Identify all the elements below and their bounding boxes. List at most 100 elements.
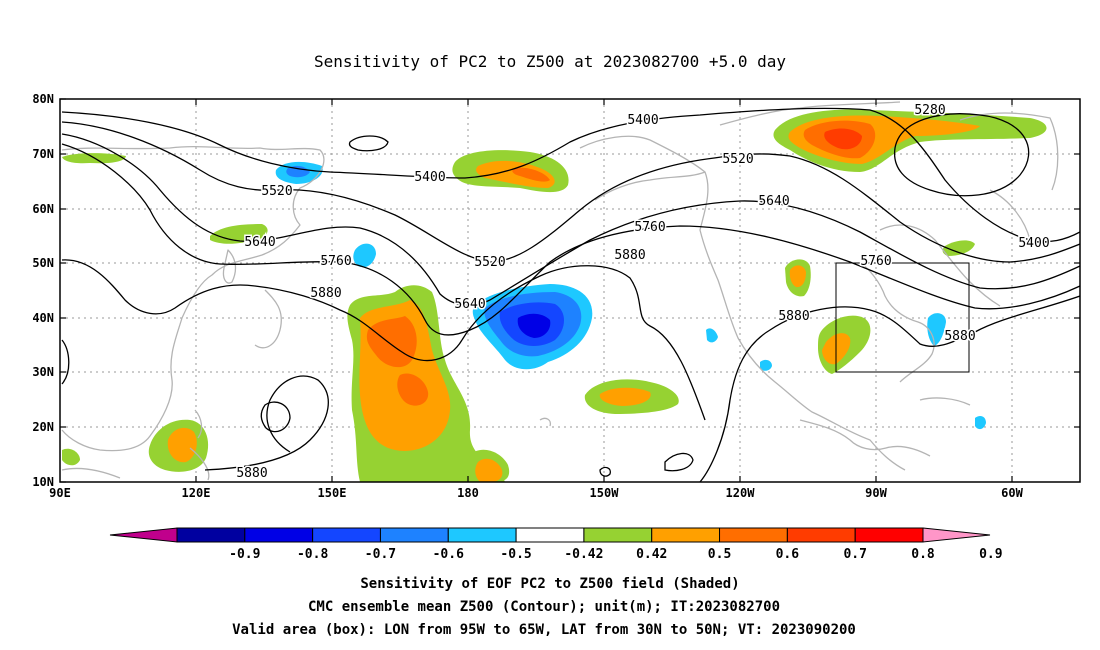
contour-label: 5880: [944, 329, 975, 344]
lat-label: 20N: [32, 420, 54, 434]
z500-contour-closed: [664, 452, 694, 472]
lat-label: 30N: [32, 365, 54, 379]
contour-label: 5520: [474, 255, 505, 270]
contour-label: 5880: [310, 286, 341, 301]
colorbar-tick-label: -0.5: [500, 547, 531, 562]
negative-sensitivity-area: [760, 359, 772, 371]
positive-sensitivity-max: [824, 128, 862, 150]
latitude-labels: 80N 70N 60N 50N 40N 30N 20N 10N: [32, 92, 54, 489]
lon-label: 90W: [865, 486, 887, 500]
colorbar-tick-label: 0.42: [636, 547, 667, 562]
caption-valid-area: Valid area (box): LON from 95W to 65W, L…: [232, 622, 856, 638]
colorbar-segment: [651, 527, 721, 543]
z500-contour-closed: [599, 466, 611, 477]
colorbar-tick-label: 0.5: [708, 547, 731, 562]
lon-label: 60W: [1001, 486, 1023, 500]
colorbar-tick-label: -0.6: [433, 547, 464, 562]
axis-ticks: [60, 98, 1080, 483]
lat-label: 10N: [32, 475, 54, 489]
negative-sensitivity-area: [706, 328, 718, 343]
colorbar-arrow-low: [109, 527, 178, 543]
map-panel: 5280 5400 5400 5400 5520 5520 5520 5640 …: [32, 92, 1081, 500]
positive-sensitivity-peak: [397, 373, 429, 406]
colorbar: -0.9 -0.8 -0.7 -0.6 -0.5 -0.42 0.42 0.5 0.6 0.7 0.…: [109, 527, 1003, 562]
coastline: [919, 397, 971, 406]
contour-label: 5880: [778, 309, 809, 324]
map-frame: [59, 98, 1081, 483]
lon-label: 150E: [318, 486, 347, 500]
contour-label: 5760: [860, 254, 891, 269]
positive-sensitivity-core: [789, 265, 806, 288]
contour-labels: 5280 5400 5400 5400 5520 5520 5520 5640 …: [235, 102, 1051, 483]
lon-label: 90E: [49, 486, 71, 500]
positive-sensitivity-core: [475, 458, 503, 482]
coastline: [579, 135, 906, 471]
negative-sensitivity-area: [353, 243, 376, 268]
lat-label: 40N: [32, 311, 54, 325]
colorbar-segment: [244, 527, 314, 543]
lat-label: 50N: [32, 256, 54, 270]
coastline: [799, 419, 931, 457]
colorbar-segment: [312, 527, 381, 543]
contour-label: 5880: [614, 248, 645, 263]
coastline: [189, 447, 210, 481]
valid-area-box: [835, 262, 970, 373]
contour-label: 5760: [320, 254, 351, 269]
coastline: [719, 101, 901, 126]
colorbar-tick-label: -0.8: [297, 547, 328, 562]
positive-sensitivity-area: [210, 224, 268, 244]
negative-sensitivity-area: [286, 165, 310, 178]
positive-sensitivity-core: [167, 427, 197, 463]
contour-label: 5640: [244, 235, 275, 250]
colorbar-segment: [515, 527, 585, 543]
z500-contours: [61, 107, 1080, 482]
positive-sensitivity-core: [476, 160, 555, 188]
z500-contour-5880: [699, 295, 1080, 482]
z500-contour-5640: [61, 133, 1080, 307]
colorbar-arrow-high: [922, 527, 991, 543]
coastline: [254, 289, 282, 349]
coastline: [959, 112, 1059, 191]
contour-label: 5520: [261, 184, 292, 199]
z500-contour-5880: [461, 265, 706, 421]
lon-label: 150W: [590, 486, 620, 500]
colorbar-tick-label: -0.9: [229, 547, 260, 562]
colorbar-segment: [719, 527, 788, 543]
negative-sensitivity-area: [927, 313, 946, 346]
coastline: [61, 145, 325, 452]
lat-label: 60N: [32, 202, 54, 216]
z500-contour-5400: [61, 107, 1080, 243]
contour-label: 5400: [1018, 236, 1049, 251]
z500-contour-5880: [61, 339, 70, 385]
contour-label: 5400: [414, 170, 445, 185]
z500-contour-5880: [204, 375, 329, 471]
negative-sensitivity-core: [517, 313, 551, 338]
z500-contour-5520: [61, 121, 1080, 263]
colorbar-segment: [379, 527, 449, 543]
caption-contour: CMC ensemble mean Z500 (Contour); unit(m…: [308, 599, 780, 615]
z500-contour-5880: [61, 259, 463, 362]
colorbar-tick-label: 0.6: [776, 547, 800, 562]
lon-label: 120W: [726, 486, 756, 500]
contour-label: 5760: [634, 220, 665, 235]
positive-sensitivity-peak: [512, 167, 550, 182]
z500-contour-5880: [260, 401, 291, 433]
lat-label: 80N: [32, 92, 54, 106]
negative-sensitivity-area: [975, 415, 986, 430]
coastline: [61, 467, 121, 479]
colorbar-tick-label: 0.7: [843, 547, 866, 562]
z500-contour-5760: [61, 143, 1080, 336]
z500-contour-5280: [893, 113, 1030, 197]
contour-label: 5280: [914, 103, 945, 118]
colorbar-segment: [854, 527, 924, 543]
colorbar-segment: [583, 527, 653, 543]
colorbar-tick-label: 0.9: [979, 547, 1002, 562]
colorbar-tick-label: -0.7: [365, 547, 396, 562]
caption-shaded: Sensitivity of EOF PC2 to Z500 field (Sh…: [360, 576, 739, 592]
contour-label: 5640: [454, 297, 485, 312]
lon-label: 120E: [182, 486, 211, 500]
contour-label: 5520: [722, 152, 753, 167]
coastline: [859, 261, 935, 383]
coastline: [989, 189, 1031, 241]
positive-sensitivity-area: [62, 448, 80, 466]
